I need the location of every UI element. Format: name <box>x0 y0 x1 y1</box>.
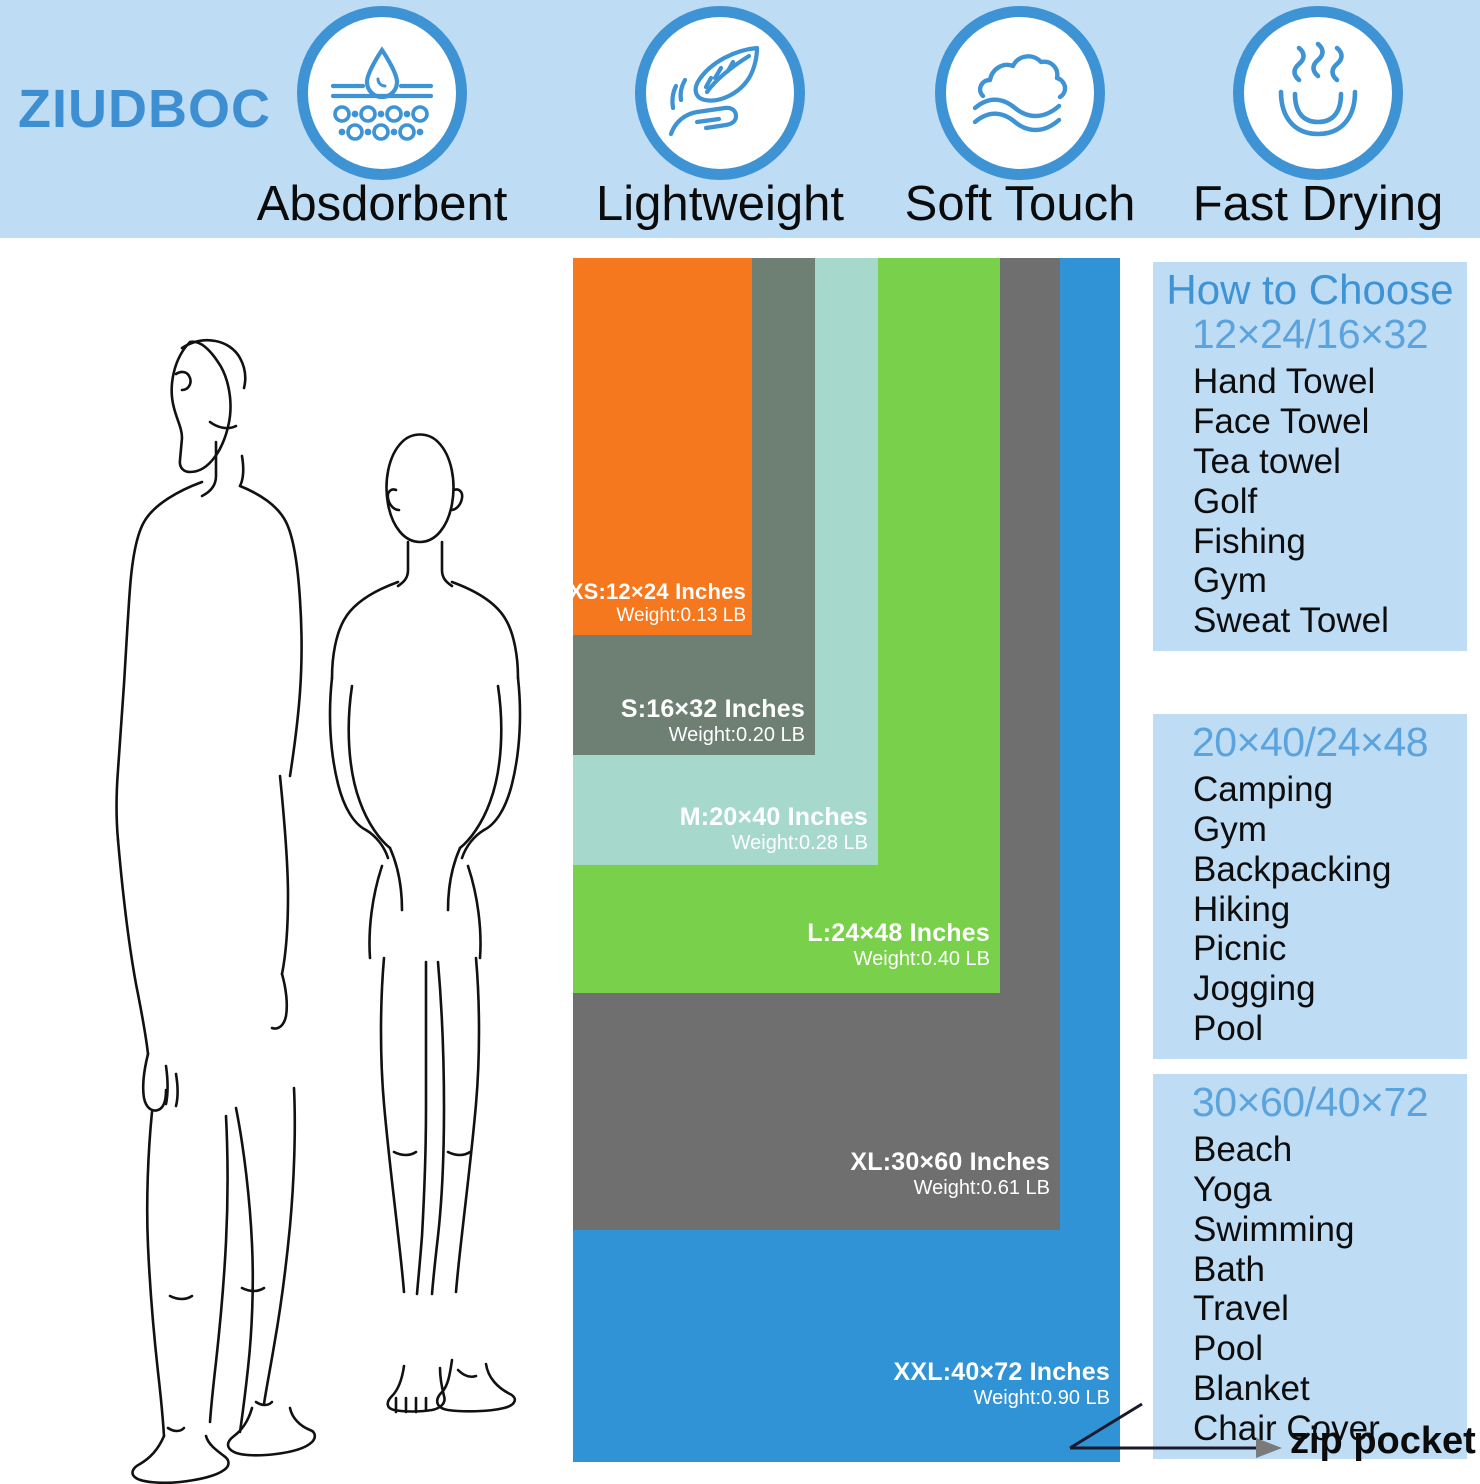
arrowhead-icon <box>1256 1438 1282 1458</box>
panel-size-range: 30×60/40×72 <box>1191 1079 1429 1125</box>
panel-how-to-choose: How to Choose 12×24/16×32 Hand Towel Fac… <box>1153 262 1467 652</box>
feature-soft-touch: Soft Touch <box>860 6 1180 232</box>
panel-use-list: Beach Yoga Swimming Bath Travel Pool Bla… <box>1193 1130 1467 1449</box>
feather-on-hand-icon <box>635 6 805 180</box>
panel-medium-sizes: 20×40/24×48 Camping Gym Backpacking Hiki… <box>1153 714 1467 1060</box>
list-item: Sweat Towel <box>1193 601 1389 641</box>
steam-drying-icon <box>1233 6 1403 180</box>
human-figures-illustration <box>30 246 570 1484</box>
feature-absorbent: Absdorbent <box>222 6 542 232</box>
towel-rect-m: M:20×40 Inches Weight:0.28 LB <box>573 258 878 865</box>
header-band: ZIUDBOC <box>0 0 1480 238</box>
list-item: Pool <box>1193 1009 1264 1049</box>
feature-label: Soft Touch <box>904 177 1136 231</box>
list-item: Picnic <box>1193 929 1287 969</box>
panel-size-range: 12×24/16×32 <box>1191 311 1429 358</box>
zip-pocket-callout: zip pocket <box>1060 1392 1480 1484</box>
towel-label-l: L:24×48 Inches Weight:0.40 LB <box>807 919 990 970</box>
soft-cloud-fabric-icon <box>935 6 1105 180</box>
feature-label: Lightweight <box>596 177 844 231</box>
list-item: Backpacking <box>1193 849 1392 889</box>
list-item: Tea towel <box>1193 441 1341 481</box>
list-item: Yoga <box>1193 1169 1272 1209</box>
list-item: Bath <box>1193 1249 1265 1289</box>
feature-lightweight: Lightweight <box>560 6 880 232</box>
list-item: Gym <box>1193 561 1267 601</box>
list-item: Beach <box>1193 1129 1293 1169</box>
panel-use-list: Camping Gym Backpacking Hiking Picnic Jo… <box>1193 770 1467 1049</box>
list-item: Pool <box>1193 1329 1264 1369</box>
list-item: Travel <box>1193 1289 1289 1329</box>
feature-label: Fast Drying <box>1192 177 1444 231</box>
panel-large-sizes: 30×60/40×72 Beach Yoga Swimming Bath Tra… <box>1153 1074 1467 1460</box>
towel-rect-s: S:16×32 Inches Weight:0.20 LB <box>573 258 815 755</box>
zip-pocket-label: zip pocket <box>1290 1420 1476 1462</box>
list-item: Blanket <box>1193 1369 1310 1409</box>
towel-label-xs: XS:12×24 Inches Weight:0.13 LB <box>568 579 746 626</box>
panel-use-list: Hand Towel Face Towel Tea towel Golf Fis… <box>1193 362 1467 641</box>
callout-arrow-icon <box>1069 1402 1282 1458</box>
list-item: Hiking <box>1193 889 1291 929</box>
list-item: Gym <box>1193 809 1267 849</box>
list-item: Face Towel <box>1193 401 1370 441</box>
list-item: Chair Cover <box>1193 1409 1380 1449</box>
list-item: Golf <box>1193 481 1258 521</box>
feature-label: Absdorbent <box>256 177 508 231</box>
towel-rect-l: L:24×48 Inches Weight:0.40 LB <box>573 258 1000 993</box>
brand-logo: ZIUDBOC <box>18 79 271 139</box>
panel-size-range: 20×40/24×48 <box>1191 719 1429 765</box>
towel-label-m: M:20×40 Inches Weight:0.28 LB <box>679 803 868 854</box>
panel-title: How to Choose <box>1166 266 1454 313</box>
list-item: Jogging <box>1193 969 1316 1009</box>
towel-rect-xs: XS:12×24 Inches Weight:0.13 LB <box>569 258 752 635</box>
water-drop-absorb-icon <box>297 6 467 180</box>
feature-fast-drying: Fast Drying <box>1158 6 1478 232</box>
list-item: Swimming <box>1193 1209 1355 1249</box>
towel-rect-xl: XL:30×60 Inches Weight:0.61 LB <box>573 258 1060 1230</box>
list-item: Camping <box>1193 769 1334 809</box>
list-item: Hand Towel <box>1193 362 1376 401</box>
list-item: Fishing <box>1193 521 1306 561</box>
towel-rect-xxl: XXL:40×72 Inches Weight:0.90 LB <box>573 258 1120 1462</box>
towel-label-xl: XL:30×60 Inches Weight:0.61 LB <box>850 1148 1050 1199</box>
towel-label-s: S:16×32 Inches Weight:0.20 LB <box>620 695 805 746</box>
